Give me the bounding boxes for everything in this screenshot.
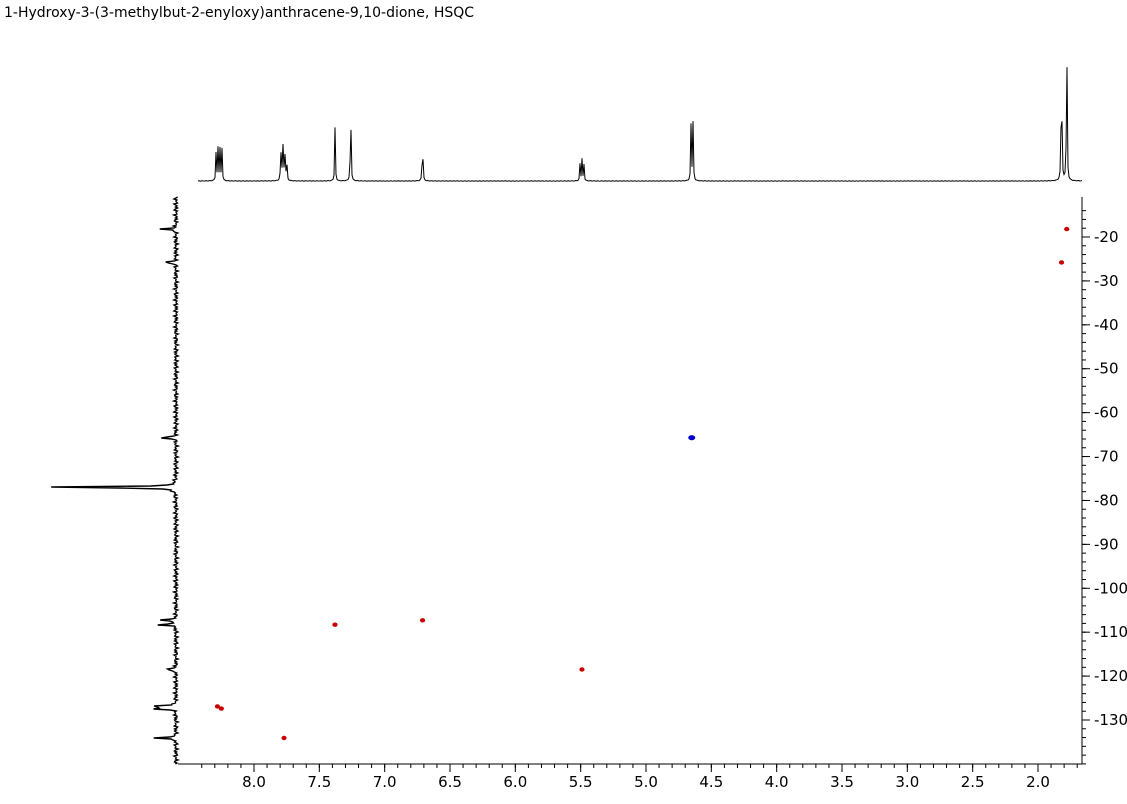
y-tick-label: -40 <box>1094 316 1119 334</box>
cross-peaks <box>214 226 1070 741</box>
y-tick-label: -90 <box>1094 535 1119 553</box>
x-tick-label: 6.0 <box>503 773 527 791</box>
y-tick-label: -100 <box>1094 579 1127 597</box>
f2-trace <box>197 67 1083 182</box>
f1-trace <box>51 196 181 765</box>
f1-projection-spectrum <box>51 196 181 765</box>
x-axis: 8.0 7.5 7.0 6.5 6.0 5.5 5.0 4.5 4.0 3.5 3.0 2.5 2.0 <box>178 763 1082 791</box>
y-tick-label: -120 <box>1094 667 1127 685</box>
x-tick-label: 2.5 <box>961 773 985 791</box>
x-tick-label: 7.5 <box>307 773 331 791</box>
cross-peak <box>218 706 224 711</box>
x-tick-label: 4.5 <box>699 773 723 791</box>
y-tick-label: -60 <box>1094 404 1119 422</box>
x-tick-label: 6.5 <box>438 773 462 791</box>
y-tick-label: -20 <box>1094 228 1119 246</box>
y-tick-label: -30 <box>1094 272 1119 290</box>
y-tick-label: -80 <box>1094 491 1119 509</box>
x-tick-label: 5.0 <box>634 773 658 791</box>
x-tick-label: 3.5 <box>830 773 854 791</box>
cross-peak <box>332 622 338 627</box>
chart-title: 1-Hydroxy-3-(3-methylbut-2-enyloxy)anthr… <box>4 5 475 21</box>
cross-peak <box>419 618 426 623</box>
y-tick-label: -70 <box>1094 448 1119 466</box>
cross-peak <box>1064 226 1070 232</box>
x-tick-label: 2.0 <box>1026 773 1050 791</box>
y-axis: -20 -30 -40 -50 -60 -70 -80 -90 -100 -110 -120 -130 <box>1081 197 1127 765</box>
y-tick-label: -110 <box>1094 623 1127 641</box>
cross-peak <box>281 735 287 741</box>
cross-peak <box>688 435 696 441</box>
cross-peak <box>579 667 585 672</box>
x-tick-label: 3.0 <box>895 773 919 791</box>
cross-peak <box>214 704 221 709</box>
x-tick-label: 4.0 <box>765 773 789 791</box>
x-tick-label: 7.0 <box>373 773 397 791</box>
x-tick-label: 5.5 <box>569 773 593 791</box>
y-tick-label: -50 <box>1094 360 1119 378</box>
cross-peak <box>1058 260 1065 265</box>
x-tick-label: 8.0 <box>242 773 266 791</box>
f2-projection-spectrum <box>197 67 1083 182</box>
y-tick-label: -130 <box>1094 711 1127 729</box>
